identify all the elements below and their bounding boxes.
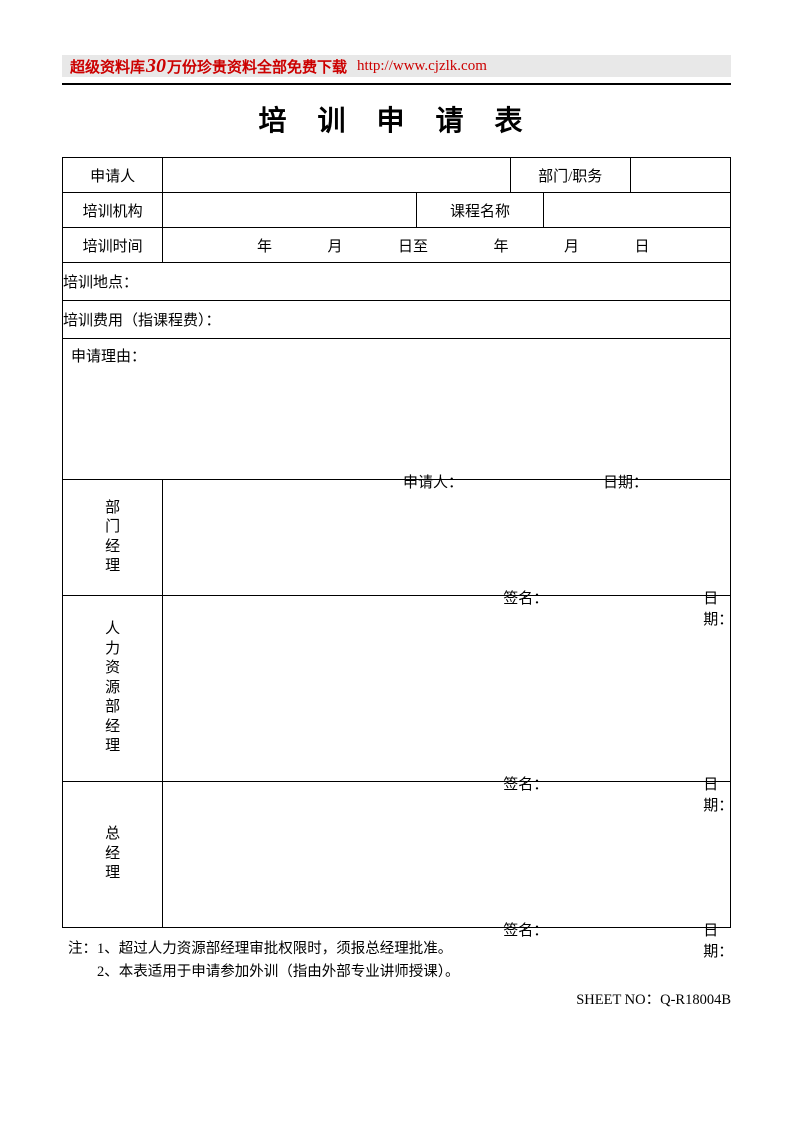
label-sig-date4: 日期： [703, 919, 733, 961]
label-dept-mgr-cell: 部门经理 [63, 480, 163, 596]
label-dept-mgr: 部门经理 [63, 499, 162, 577]
field-course[interactable] [543, 193, 730, 228]
field-org[interactable] [163, 193, 417, 228]
form-title: 培 训 申 请 表 [62, 99, 731, 139]
label-reason: 申请理由： [71, 345, 146, 366]
header-rule [62, 83, 731, 85]
label-sig-name3: 签名： [503, 919, 548, 940]
notes: 注：1、超过人力资源部经理审批权限时，须报总经理批准。 注：2、本表适用于申请参… [62, 938, 731, 984]
training-form-table: 申请人 部门/职务 培训机构 课程名称 培训时间 年 月 日至 年 [62, 157, 731, 928]
note-1: 1、超过人力资源部经理审批权限时，须报总经理批准。 [97, 941, 452, 957]
field-applicant[interactable] [163, 158, 510, 193]
label-hr-mgr: 人力资源部经理 [63, 620, 162, 757]
notes-prefix: 注： [68, 941, 97, 957]
note-2: 2、本表适用于申请参加外训（指由外部专业讲师授课）。 [97, 964, 460, 980]
label-course: 课程名称 [417, 193, 544, 228]
label-applicant: 申请人 [63, 158, 163, 193]
label-month1: 月 [327, 239, 342, 255]
label-day-to: 日至 [398, 239, 428, 255]
label-fee[interactable]: 培训费用（指课程费）： [63, 301, 731, 339]
label-time: 培训时间 [63, 228, 163, 263]
label-gm-cell: 总经理 [63, 782, 163, 928]
hr-mgr-box[interactable]: 签名： 日期： [163, 596, 731, 782]
label-org: 培训机构 [63, 193, 163, 228]
gm-box[interactable]: 签名： 日期： [163, 782, 731, 928]
dept-mgr-box[interactable]: 签名： 日期： [163, 480, 731, 596]
reason-cell[interactable]: 申请理由： 申请人： 日期： [63, 339, 731, 480]
label-hr-mgr-cell: 人力资源部经理 [63, 596, 163, 782]
label-day2: 日 [635, 239, 650, 255]
banner-suffix: 万份珍贵资料全部免费下载 [167, 56, 347, 77]
label-month2: 月 [564, 239, 579, 255]
banner-prefix: 超级资料库 [70, 56, 145, 77]
label-gm: 总经理 [63, 825, 162, 884]
sheet-no: SHEET NO：Q-R18004B [62, 988, 731, 1009]
header-banner: 超级资料库 30 万份珍贵资料全部免费下载 http://www.cjzlk.c… [62, 55, 731, 77]
label-year2: 年 [493, 239, 508, 255]
field-dept-title[interactable] [630, 158, 730, 193]
field-time-range[interactable]: 年 月 日至 年 月 日 [163, 228, 731, 263]
banner-url: http://www.cjzlk.com [357, 58, 487, 75]
banner-big-number: 30 [146, 55, 166, 78]
label-dept-title: 部门/职务 [510, 158, 630, 193]
label-year1: 年 [257, 239, 272, 255]
label-location[interactable]: 培训地点： [63, 263, 731, 301]
